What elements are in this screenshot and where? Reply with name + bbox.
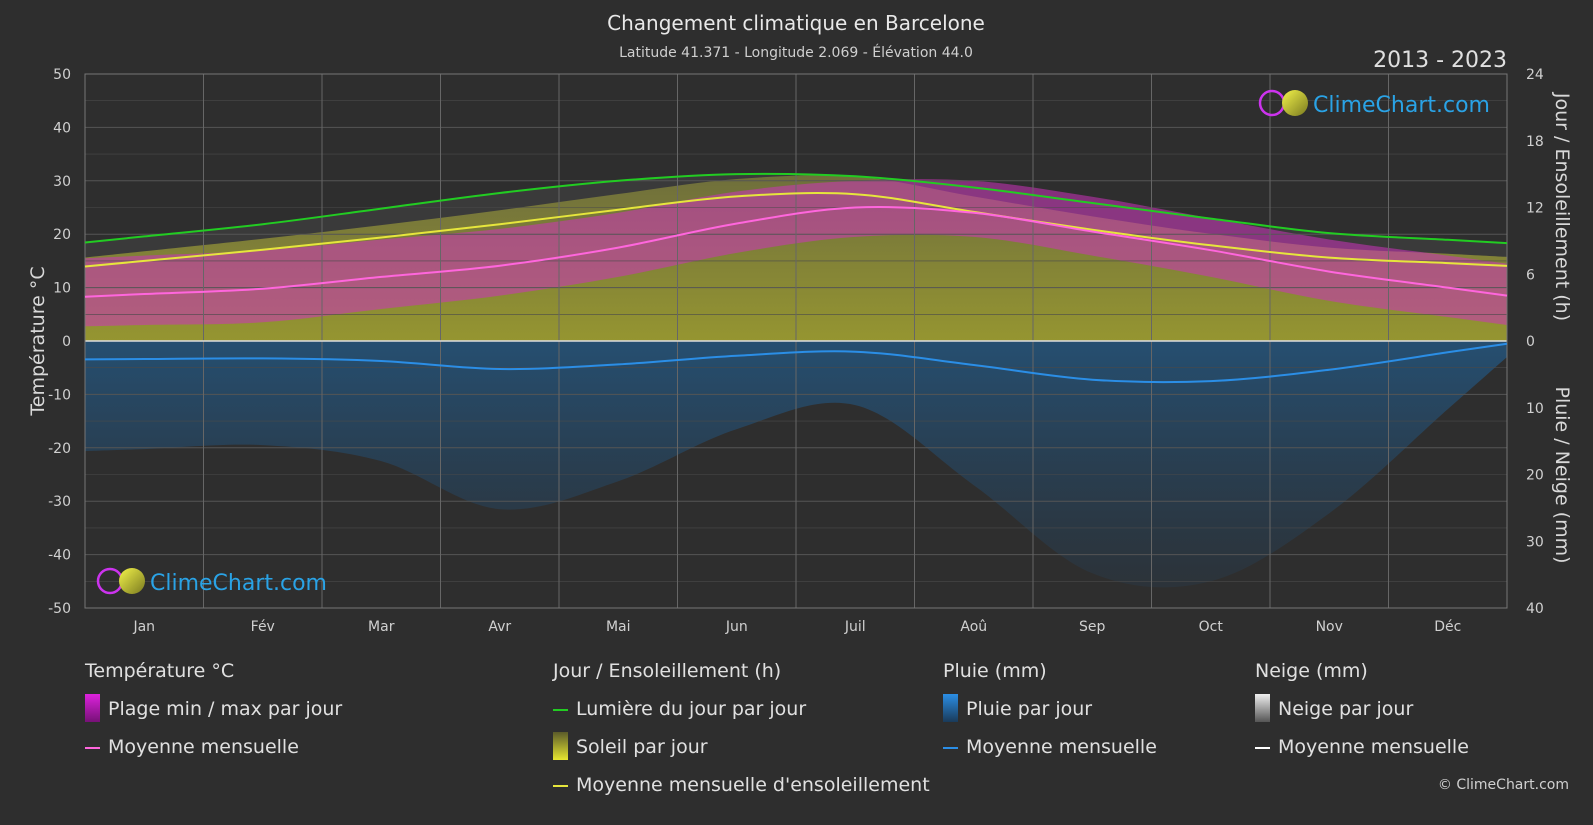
x-tick-label: Déc: [1434, 619, 1461, 635]
plot-frame: [84, 73, 1508, 609]
y-right-bottom-tick-label: 40: [1526, 601, 1544, 617]
x-tick-label: Jan: [132, 619, 155, 635]
temperature-mean-line: [84, 205, 1508, 298]
swatch-snow-daily: [1255, 694, 1270, 722]
y-left-tick-label: 40: [53, 120, 71, 136]
legend-rain: Pluie (mm) Pluie par jour Moyenne mensue…: [943, 660, 1157, 774]
swatch-sunshine-mean: [553, 785, 568, 787]
legend: Température °C Plage min / max par jour …: [0, 660, 1593, 825]
climate-chart: Changement climatique en Barcelone Latit…: [27, 11, 1573, 635]
swatch-temp-mean: [85, 747, 100, 749]
legend-label: Moyenne mensuelle d'ensoleillement: [576, 774, 930, 796]
x-tick-label: Avr: [488, 619, 511, 635]
y-right-bottom-tick-label: 10: [1526, 401, 1544, 417]
y-axis-left-title: Température °C: [27, 266, 49, 416]
y-axis-right-top-title: Jour / Ensoleillement (h): [1551, 92, 1573, 321]
legend-label: Plage min / max par jour: [108, 698, 343, 720]
x-tick-label: Aoû: [960, 619, 987, 635]
svg-text:ClimeChart.com: ClimeChart.com: [150, 571, 327, 596]
swatch-rain-daily: [943, 694, 958, 722]
y-right-top-tick-label: 24: [1526, 67, 1544, 83]
y-left-tick-label: 10: [53, 281, 71, 297]
rain-mean-line: [84, 342, 1508, 384]
svg-text:ClimeChart.com: ClimeChart.com: [1313, 93, 1490, 118]
legend-rain-title: Pluie (mm): [943, 660, 1047, 682]
legend-snow-title: Neige (mm): [1255, 660, 1368, 682]
y-right-top-tick-label: 0: [1526, 334, 1535, 350]
y-right-top-tick-label: 18: [1526, 134, 1544, 150]
legend-item-sunshine-mean: Moyenne mensuelle d'ensoleillement: [553, 774, 930, 812]
period-label: 2013 - 2023: [1373, 48, 1507, 73]
legend-snow: Neige (mm) Neige par jour Moyenne mensue…: [1255, 660, 1469, 774]
y-left-tick-label: 30: [53, 174, 71, 190]
swatch-snow-mean: [1255, 747, 1270, 749]
legend-item-daylight: Lumière du jour par jour: [553, 698, 930, 736]
legend-item-temp-mean: Moyenne mensuelle: [85, 736, 342, 774]
legend-label: Soleil par jour: [576, 736, 708, 758]
brand-logo-bottom: ClimeChart.com: [96, 567, 327, 596]
swatch-rain-mean: [943, 747, 958, 749]
y-axis-left-ticks: 50 40 30 20 10 0 -10 -20 -30 -40 -50: [48, 67, 71, 617]
x-tick-label: Mai: [606, 619, 631, 635]
y-right-top-tick-label: 12: [1526, 201, 1544, 217]
legend-item-rain-daily: Pluie par jour: [943, 694, 1157, 736]
y-left-tick-label: -50: [48, 601, 71, 617]
legend-label: Pluie par jour: [966, 698, 1093, 720]
legend-label: Moyenne mensuelle: [1278, 736, 1469, 758]
chart-subtitle: Latitude 41.371 - Longitude 2.069 - Élév…: [619, 44, 973, 61]
legend-label: Moyenne mensuelle: [108, 736, 299, 758]
legend-label: Moyenne mensuelle: [966, 736, 1157, 758]
x-tick-label: Jun: [725, 619, 748, 635]
y-left-tick-label: 20: [53, 227, 71, 243]
daylight-line: [84, 172, 1508, 245]
y-left-tick-label: -10: [48, 387, 71, 403]
x-tick-label: Fév: [251, 619, 275, 635]
y-right-bottom-tick-label: 30: [1526, 534, 1544, 550]
grid-lines: [84, 73, 1508, 609]
y-axis-right-bottom-title: Pluie / Neige (mm): [1551, 386, 1573, 563]
y-axis-right-ticks: 24 18 12 6 0 10 20 30 40: [1526, 67, 1544, 617]
x-tick-label: Juil: [844, 619, 866, 635]
y-left-tick-label: -40: [48, 548, 71, 564]
legend-temperature-title: Température °C: [85, 660, 235, 682]
legend-item-temp-range: Plage min / max par jour: [85, 694, 343, 736]
sunshine-mean-line: [84, 192, 1508, 268]
brand-logo-top: ClimeChart.com: [1258, 89, 1490, 118]
x-tick-label: Nov: [1316, 619, 1343, 635]
x-tick-label: Sep: [1079, 619, 1106, 635]
copyright: © ClimeChart.com: [1437, 777, 1569, 793]
legend-item-rain-mean: Moyenne mensuelle: [943, 736, 1157, 774]
x-tick-label: Oct: [1199, 619, 1224, 635]
y-right-top-tick-label: 6: [1526, 267, 1535, 283]
y-left-tick-label: -30: [48, 494, 71, 510]
swatch-temp-range: [85, 694, 100, 722]
legend-label: Neige par jour: [1278, 698, 1414, 720]
legend-item-snow-mean: Moyenne mensuelle: [1255, 736, 1469, 774]
y-left-tick-label: 0: [62, 334, 71, 350]
legend-sun: Jour / Ensoleillement (h) Lumière du jou…: [553, 660, 930, 812]
y-left-tick-label: -20: [48, 441, 71, 457]
swatch-sunshine: [553, 732, 568, 760]
chart-title: Changement climatique en Barcelone: [607, 11, 985, 35]
data-lines: [84, 172, 1508, 384]
legend-item-sunshine: Soleil par jour: [553, 732, 930, 774]
x-axis-ticks: Jan Fév Mar Avr Mai Jun Juil Aoû Sep Oct Nov Déc: [132, 619, 1461, 635]
swatch-daylight: [553, 709, 568, 711]
y-left-tick-label: 50: [53, 67, 71, 83]
y-right-bottom-tick-label: 20: [1526, 468, 1544, 484]
legend-label: Lumière du jour par jour: [576, 698, 807, 720]
legend-sun-title: Jour / Ensoleillement (h): [553, 660, 782, 682]
legend-temperature: Température °C Plage min / max par jour …: [85, 660, 342, 774]
legend-item-snow-daily: Neige par jour: [1255, 694, 1469, 736]
x-tick-label: Mar: [368, 619, 395, 635]
